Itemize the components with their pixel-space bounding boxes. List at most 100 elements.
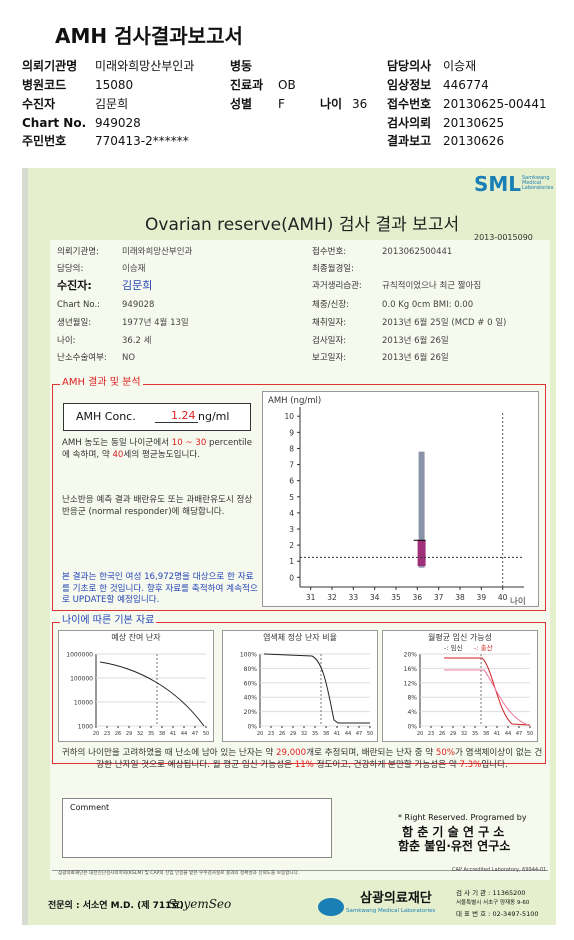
field-label: 나이 bbox=[320, 97, 343, 111]
y-tick-label: 20% bbox=[244, 709, 258, 716]
field-value: 446774 bbox=[443, 78, 489, 92]
field-value: 규칙적이었으나 최근 짧아짐 bbox=[382, 281, 482, 291]
doctor: 전문의 : 서소연 M.D. (제 711호) bbox=[48, 901, 184, 911]
text-segment: 개로 추정되며, 배란되는 난자 중 약 bbox=[306, 748, 436, 758]
analysis-note: 본 결과는 한국인 여성 16,972명을 대상으로 한 자료를 기초로 한 것… bbox=[62, 572, 258, 606]
chart-frame bbox=[262, 391, 539, 607]
x-tick-label: 26 bbox=[439, 731, 445, 737]
curve bbox=[99, 661, 205, 727]
logo: SML bbox=[474, 172, 522, 196]
x-tick-label: 32 bbox=[301, 731, 307, 737]
text-segment: 세의 평균농도입니다. bbox=[123, 449, 201, 460]
comment-label: Comment bbox=[70, 803, 110, 812]
y-tick-label: 1 bbox=[289, 557, 294, 566]
y-tick-label: 7 bbox=[289, 461, 294, 470]
logo-sub: Samkwang Medical Laboratories bbox=[522, 175, 554, 191]
analysis-heading: AMH 결과 및 분석 bbox=[60, 377, 143, 388]
y-tick-label: 100000 bbox=[70, 676, 93, 683]
x-tick-label: 29 bbox=[290, 731, 296, 737]
report-title: Ovarian reserve(AMH) 검사 결과 보고서 bbox=[145, 215, 460, 235]
field-value: 김문희 bbox=[122, 279, 153, 292]
field-label: 주민번호 bbox=[22, 134, 67, 148]
address: 대 표 번 호 : 02-3497-5100 bbox=[456, 910, 539, 918]
chart-frame bbox=[382, 630, 538, 742]
y-tick-label: 10 bbox=[284, 412, 294, 421]
chart-frame bbox=[58, 630, 214, 742]
address: 서울특별시 서초구 양재동 9-60 bbox=[456, 900, 530, 906]
text-segment: 입니다. bbox=[481, 759, 508, 770]
y-tick-label: 4% bbox=[407, 709, 417, 716]
field-value: 20130626 bbox=[443, 134, 505, 148]
field-label: Chart No. bbox=[22, 116, 87, 130]
x-tick-label: 50 bbox=[203, 731, 209, 737]
y-tick-label: 16% bbox=[404, 666, 418, 673]
field-label: 병동 bbox=[230, 59, 253, 73]
text-segment: 29,000 bbox=[276, 748, 307, 758]
x-axis-label: 나이 bbox=[510, 596, 526, 607]
x-tick-label: 35 bbox=[391, 593, 401, 602]
x-tick-label: 38 bbox=[159, 731, 165, 737]
x-tick-label: 44 bbox=[345, 731, 351, 737]
conc-value: 1.24 bbox=[155, 410, 198, 423]
field-value: 36 bbox=[352, 97, 368, 111]
field-value: 2013년 6월 26일 bbox=[382, 353, 449, 363]
field-label: 담당의사 bbox=[387, 59, 432, 73]
field-label: 난소수술여부: bbox=[57, 353, 107, 363]
basics-heading: 나이에 따른 기본 자료 bbox=[60, 615, 157, 626]
credit: * Right Reserved. Programed by bbox=[398, 813, 527, 822]
legend-entry: -: 출산 bbox=[474, 643, 493, 652]
analysis-text: 난소반응 예측 결과 배란유도 또는 과배란유도시 정상반응군 (normal … bbox=[62, 495, 253, 517]
x-tick-label: 32 bbox=[137, 731, 143, 737]
field-value: OB bbox=[278, 78, 296, 92]
x-tick-label: 38 bbox=[455, 593, 465, 602]
title: AMH 검사결과보고서 bbox=[55, 24, 243, 48]
y-tick-label: 20% bbox=[404, 652, 418, 659]
x-tick-label: 20 bbox=[93, 731, 99, 737]
x-tick-label: 50 bbox=[367, 731, 373, 737]
org: 삼광의료재단 bbox=[360, 891, 432, 906]
field-value: 1977년 4월 13일 bbox=[122, 318, 189, 328]
conc-unit: ng/ml bbox=[198, 410, 230, 423]
field-label: 체중/신장: bbox=[312, 300, 350, 310]
field-value: NO bbox=[122, 353, 136, 363]
x-tick-label: 33 bbox=[349, 593, 359, 602]
x-tick-label: 47 bbox=[516, 731, 522, 737]
x-tick-label: 40 bbox=[498, 593, 508, 602]
x-tick-label: 37 bbox=[434, 593, 444, 602]
y-tick-label: 80% bbox=[244, 666, 258, 673]
field-label: 과거생리습관: bbox=[312, 281, 362, 291]
field-value: 20130625 bbox=[443, 116, 505, 130]
x-tick-label: 35 bbox=[472, 731, 478, 737]
y-tick-label: 3 bbox=[289, 525, 294, 534]
field-value: 949028 bbox=[122, 300, 155, 310]
field-value: 김문희 bbox=[95, 97, 129, 111]
text-segment: 7.3% bbox=[459, 759, 482, 770]
x-tick-label: 41 bbox=[494, 731, 500, 737]
text-segment: AMH 농도는 동일 나이군에서 bbox=[62, 438, 172, 448]
mini-chart: 염색체 정상 난자 비율 100% 80% 60% 40% 20% 0%20 23 26 29 32… bbox=[222, 630, 378, 742]
y-tick-label: 5 bbox=[289, 493, 294, 502]
y-tick-label: 1000000 bbox=[66, 652, 93, 659]
field-value: 2013062500441 bbox=[382, 247, 453, 257]
field-value: 이승재 bbox=[122, 264, 146, 274]
x-tick-label: 39 bbox=[477, 593, 487, 602]
y-tick-label: 0% bbox=[247, 724, 257, 731]
field-label: 보고일자: bbox=[312, 353, 347, 363]
field-value: 2013년 6월 26일 bbox=[382, 336, 449, 346]
analysis-box bbox=[52, 384, 546, 611]
x-tick-label: 23 bbox=[428, 731, 434, 737]
field-label: 접수번호 bbox=[387, 97, 432, 111]
field-label: 성별 bbox=[230, 97, 253, 111]
field-label: 채취일자: bbox=[312, 318, 347, 328]
report-no: 2013-0015090 bbox=[474, 233, 533, 242]
x-tick-label: 32 bbox=[327, 593, 337, 602]
curve bbox=[263, 653, 370, 724]
field-label: 의뢰기관명: bbox=[57, 247, 99, 257]
x-tick-label: 44 bbox=[505, 731, 511, 737]
field-value: F bbox=[278, 97, 285, 111]
x-tick-label: 23 bbox=[104, 731, 110, 737]
field-label: 진료과 bbox=[230, 78, 264, 92]
field-value: 15080 bbox=[95, 78, 134, 92]
